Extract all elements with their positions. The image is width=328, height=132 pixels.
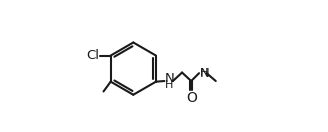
Text: N: N [199, 67, 209, 80]
Text: N: N [165, 72, 175, 85]
Text: H: H [199, 68, 208, 78]
Text: Cl: Cl [86, 49, 99, 62]
Text: O: O [186, 91, 196, 105]
Text: H: H [165, 80, 173, 90]
